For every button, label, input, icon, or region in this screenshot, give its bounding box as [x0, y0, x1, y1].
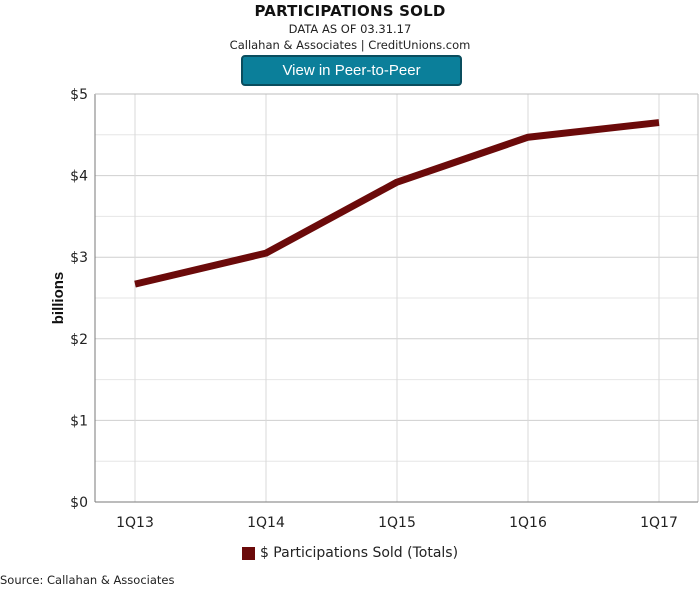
x-tick-label: 1Q16 [509, 515, 547, 531]
y-tick-label: $4 [70, 169, 88, 185]
x-tick-label: 1Q15 [378, 515, 416, 531]
legend-label: $ Participations Sold (Totals) [259, 545, 459, 561]
legend[interactable]: $ Participations Sold (Totals) [0, 545, 700, 561]
credit-line: Callahan & Associates | CreditUnions.com [229, 38, 471, 52]
data-point[interactable] [263, 250, 270, 257]
as-of-date: DATA AS OF 03.31.17 [288, 22, 412, 36]
y-axis-title: billions [50, 272, 67, 325]
data-point[interactable] [656, 119, 663, 126]
x-tick-label: 1Q13 [116, 515, 154, 531]
y-tick-label: $0 [70, 495, 88, 511]
x-tick-label: 1Q17 [640, 515, 678, 531]
y-tick-label: $1 [70, 413, 88, 429]
series-line[interactable] [134, 119, 660, 288]
y-tick-label: $3 [70, 250, 88, 266]
data-point[interactable] [525, 134, 532, 141]
legend-swatch [241, 546, 255, 560]
grid-layer [95, 93, 698, 503]
data-point[interactable] [132, 281, 139, 288]
chart-title: PARTICIPATIONS SOLD [254, 2, 446, 20]
data-point[interactable] [394, 179, 401, 186]
axis-layer: $0 $1 $2 $3 $4 $5 1Q13 1Q14 1Q15 1Q16 1Q17 [70, 87, 699, 531]
x-tick-label: 1Q14 [247, 515, 285, 531]
y-tick-label: $5 [70, 87, 88, 103]
source-note: Source: Callahan & Associates [0, 573, 175, 587]
view-in-peer-to-peer-button[interactable]: View in Peer-to-Peer [241, 55, 462, 86]
series-layer [132, 119, 663, 288]
y-tick-label: $2 [70, 332, 88, 348]
